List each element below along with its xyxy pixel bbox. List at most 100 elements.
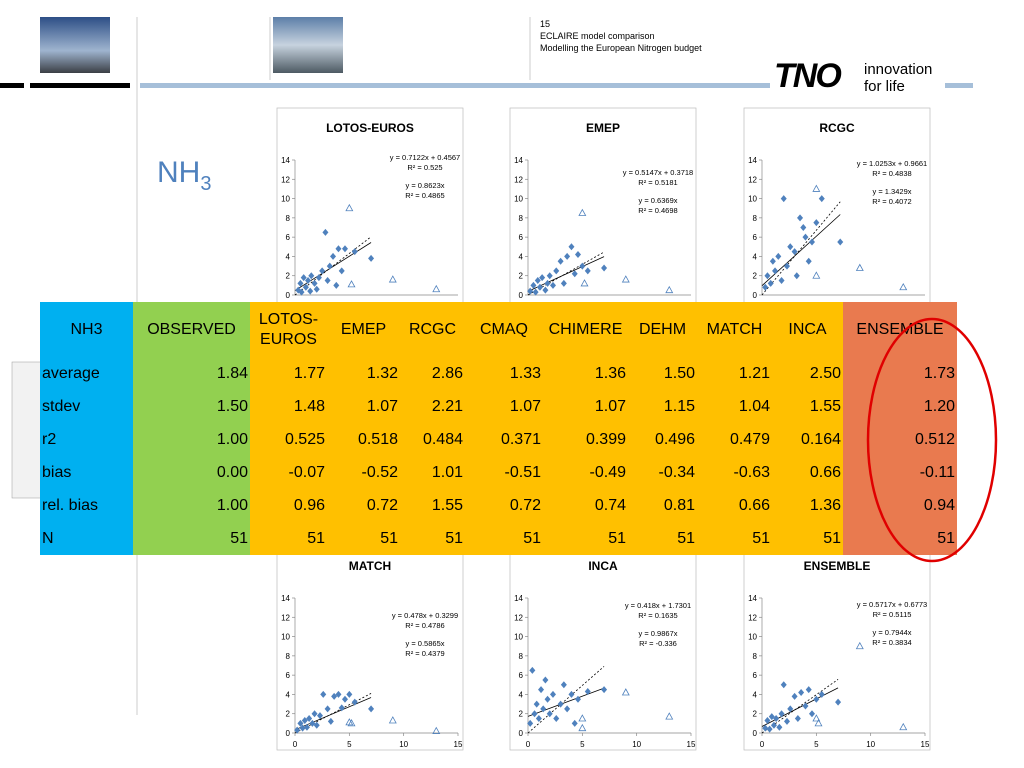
data-point <box>571 719 578 727</box>
chart-title: LOTOS-EUROS <box>326 121 414 135</box>
open-point <box>621 275 630 283</box>
data-point <box>791 248 798 256</box>
data-point <box>351 698 358 706</box>
table-cell: 0.371 <box>465 423 543 456</box>
chart-frame <box>276 107 464 339</box>
table-cell: 51 <box>772 522 843 555</box>
table-cell: 51 <box>543 522 628 555</box>
y-tick-label: 8 <box>519 214 524 223</box>
data-point <box>813 695 820 703</box>
x-tick-label: 10 <box>399 740 408 749</box>
table-cell: 1.77 <box>250 357 327 390</box>
data-point <box>780 681 787 689</box>
data-point <box>308 272 315 280</box>
data-point <box>533 700 540 708</box>
equation: R² = 0.5115 <box>873 610 912 619</box>
y-tick-label: 4 <box>286 690 291 699</box>
header-line: ECLAIRE model comparison <box>540 31 655 41</box>
equation: R² = -0.336 <box>639 639 677 648</box>
y-tick-label: 2 <box>519 272 524 281</box>
y-tick-label: 12 <box>281 613 290 622</box>
data-point <box>368 705 375 713</box>
data-point <box>794 715 801 723</box>
data-point <box>797 214 804 222</box>
tagline: innovation <box>864 61 932 78</box>
x-tick-label: 0 <box>526 740 531 749</box>
equation: y = 0.6369x <box>639 196 678 205</box>
table-cell: RCGC <box>400 302 465 357</box>
table-cell: 1.07 <box>327 390 400 423</box>
photo <box>40 17 110 73</box>
equation: R² = 0.4698 <box>638 206 677 215</box>
y-tick-label: 14 <box>281 594 290 603</box>
data-point <box>787 705 794 713</box>
data-point <box>530 281 537 289</box>
data-point <box>341 245 348 253</box>
open-point <box>899 722 908 731</box>
open-point <box>621 688 630 696</box>
table-cell: 0.00 <box>133 456 250 489</box>
data-point <box>808 238 815 246</box>
data-point <box>584 267 591 275</box>
equation: R² = 0.4379 <box>405 649 444 658</box>
table-cell: 1.07 <box>543 390 628 423</box>
y-tick-label: 10 <box>281 195 290 204</box>
x-tick-label: 15 <box>454 740 463 749</box>
data-point <box>540 705 547 713</box>
table-cell: 1.07 <box>465 390 543 423</box>
band <box>945 83 973 88</box>
table-cell: 51 <box>628 522 697 555</box>
table-row: stdev 1.50 1.48 1.07 2.21 1.07 1.07 1.15 1.04 1.5… <box>40 390 957 423</box>
chart-title: EMEP <box>586 121 620 135</box>
tagline: for life <box>864 78 905 95</box>
data-point <box>327 717 334 725</box>
y-tick-label: 14 <box>281 156 290 165</box>
x-tick-label: 15 <box>921 740 930 749</box>
y-tick-label: 0 <box>753 729 758 738</box>
data-point <box>536 283 543 291</box>
data-point <box>553 715 560 723</box>
y-tick-label: 8 <box>286 652 291 661</box>
table-cell: 1.36 <box>772 489 843 522</box>
equation: y = 1.0253x + 0.9661 <box>857 159 927 168</box>
open-point <box>580 279 589 287</box>
data-point <box>338 704 345 712</box>
data-point <box>320 690 327 698</box>
y-tick-label: 10 <box>748 195 757 204</box>
open-point <box>855 641 864 650</box>
table-cell: -0.07 <box>250 456 327 489</box>
data-point <box>601 264 608 272</box>
data-point <box>319 267 326 275</box>
table-cell: 0.66 <box>772 456 843 489</box>
table-cell: 2.50 <box>772 357 843 390</box>
data-point <box>535 715 542 723</box>
data-point <box>560 681 567 689</box>
photo <box>273 17 343 73</box>
equation: y = 0.478x + 0.3299 <box>392 611 458 620</box>
data-point <box>532 288 539 296</box>
open-point <box>432 726 441 734</box>
table-cell: ENSEMBLE <box>843 302 957 357</box>
y-tick-label: 8 <box>753 214 758 223</box>
data-point <box>549 690 556 698</box>
data-point <box>780 195 787 203</box>
data-point <box>764 272 771 280</box>
data-point <box>766 725 773 733</box>
open-point <box>578 208 587 216</box>
table-cell: CHIMERE <box>543 302 628 357</box>
table-cell: 1.55 <box>400 489 465 522</box>
y-tick-label: 2 <box>519 710 524 719</box>
x-tick-label: 5 <box>814 740 819 749</box>
table-cell: INCA <box>772 302 843 357</box>
table-cell: -0.63 <box>697 456 772 489</box>
table-row: N 51 51 51 51 51 51 51 51 51 51 <box>40 522 957 555</box>
data-point <box>553 267 560 275</box>
equation: R² = 0.4786 <box>405 621 444 630</box>
table-cell: 51 <box>327 522 400 555</box>
data-point <box>316 712 323 720</box>
page-number: 15 <box>540 19 550 29</box>
table-cell: 1.55 <box>772 390 843 423</box>
table-cell: 0.525 <box>250 423 327 456</box>
